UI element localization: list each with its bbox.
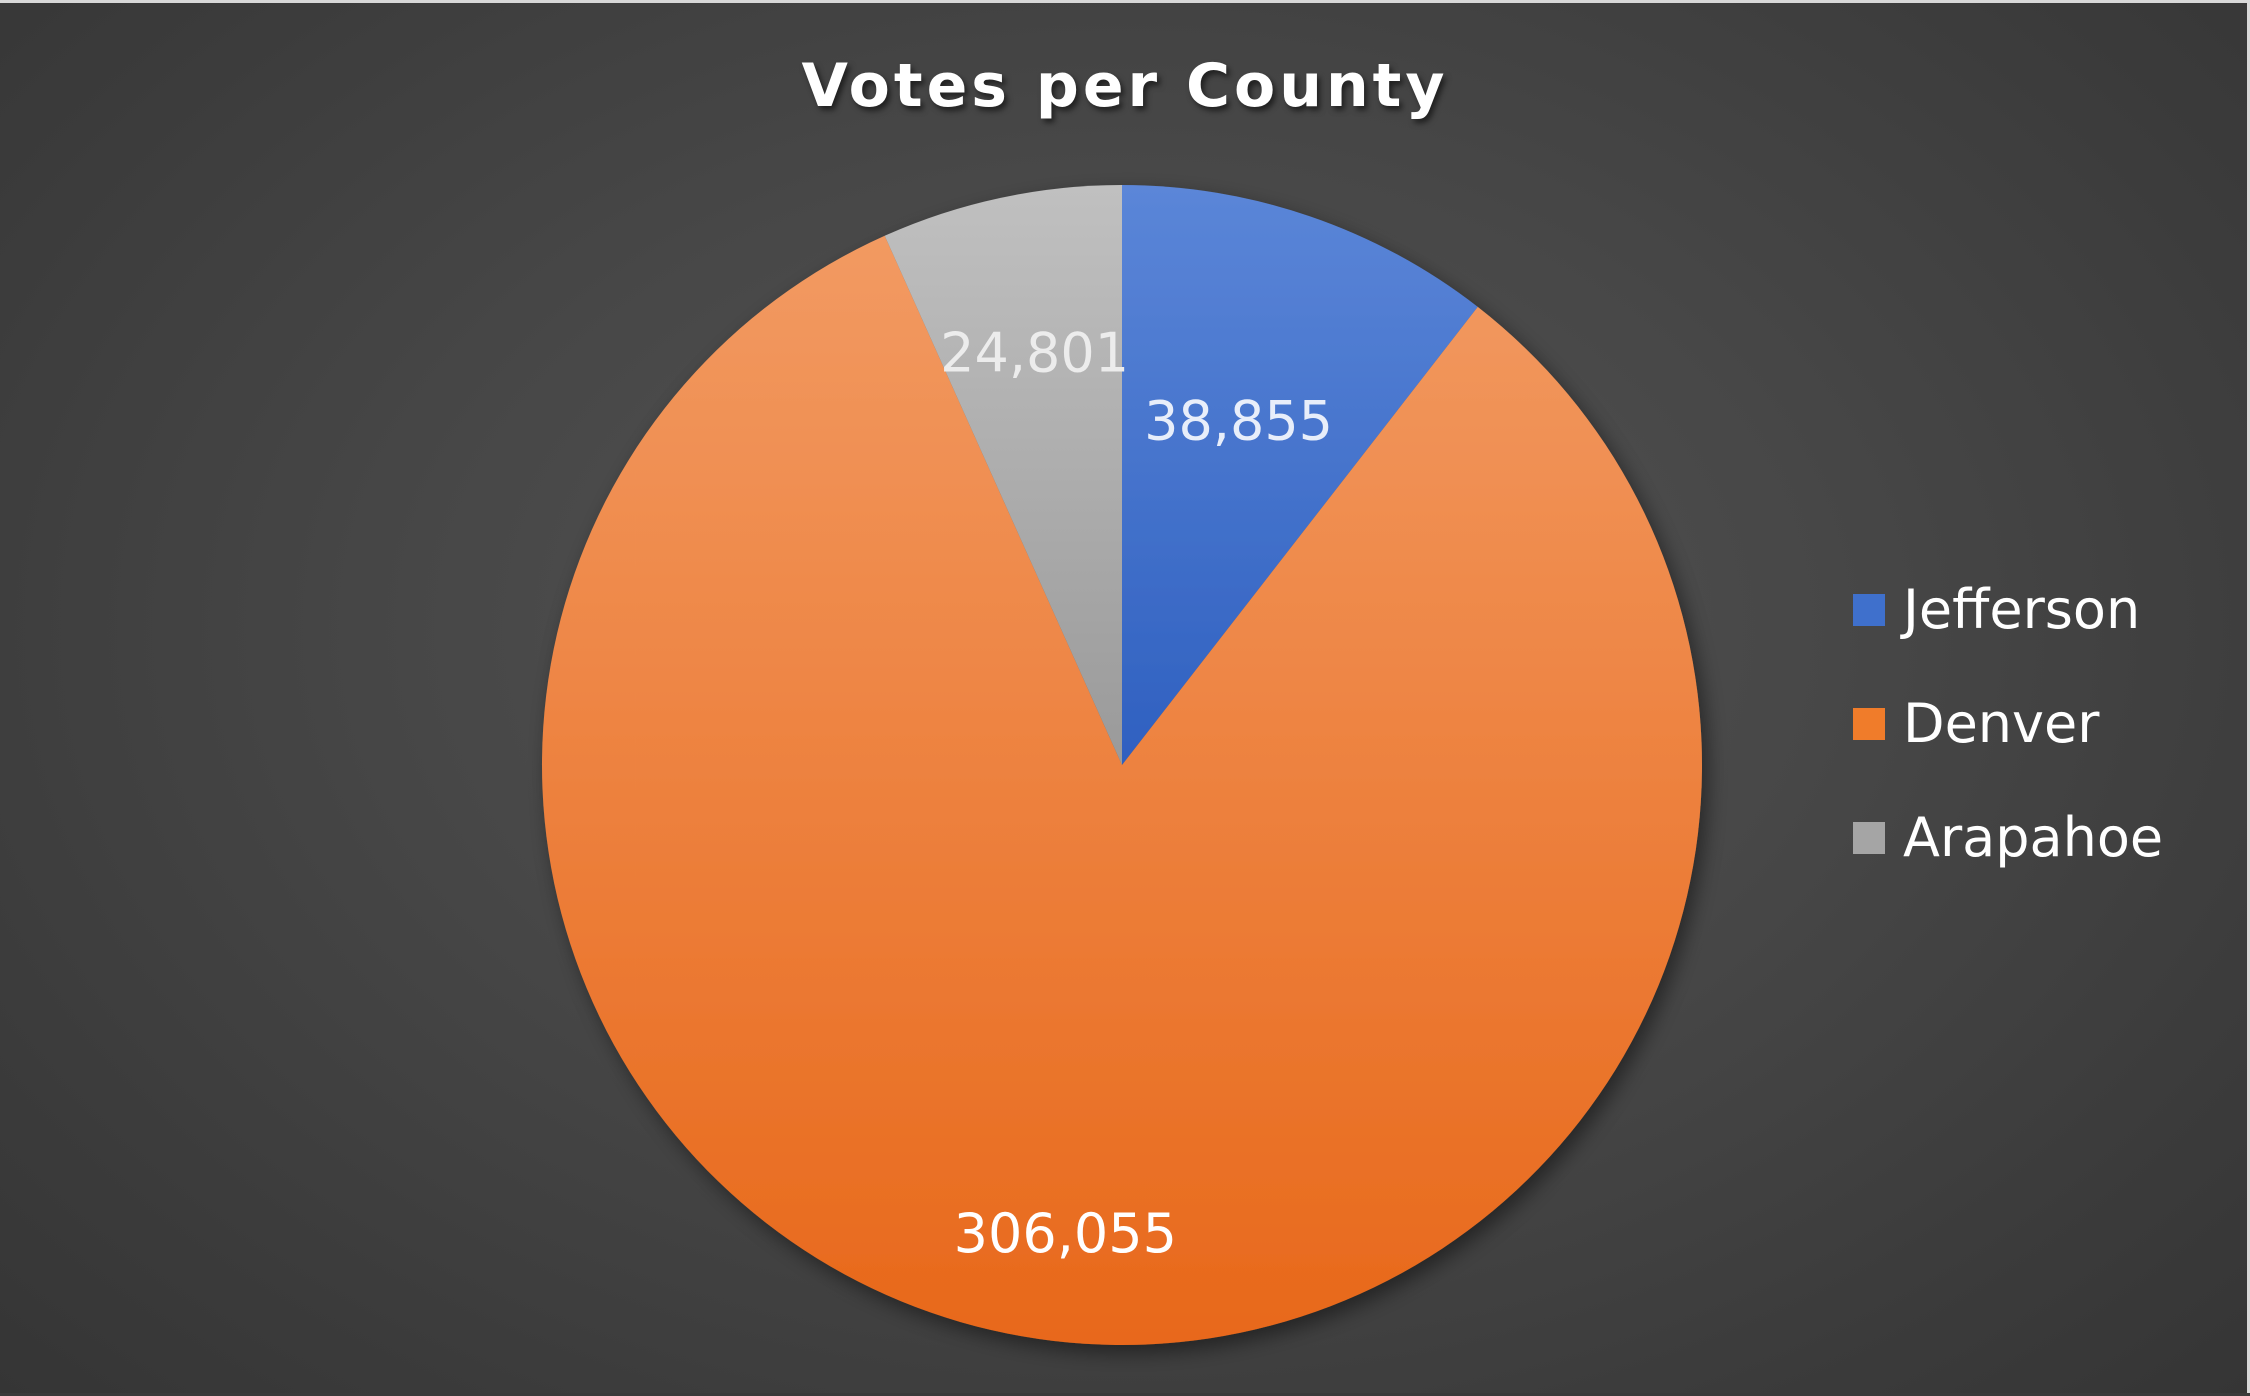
legend-label-arapahoe: Arapahoe: [1903, 806, 2164, 869]
legend-label-denver: Denver: [1903, 692, 2100, 755]
pie-slices: [542, 185, 1703, 1346]
pie-chart: 38,855 306,055 24,801: [542, 185, 1703, 1346]
pie-slice-arapahoe: [884, 185, 1122, 765]
pie-slice-jefferson: [1122, 185, 1478, 765]
legend-label-jefferson: Jefferson: [1903, 578, 2141, 641]
legend-item-denver: Denver: [1853, 653, 2163, 795]
legend: Jefferson Denver Arapahoe: [1853, 539, 2163, 909]
legend-swatch-jefferson: [1853, 594, 1885, 626]
data-label-arapahoe: 24,801: [940, 321, 1129, 384]
pie-slice-denver: [542, 235, 1703, 1346]
chart-title: Votes per County: [801, 51, 1449, 121]
legend-swatch-arapahoe: [1853, 822, 1885, 854]
legend-swatch-denver: [1853, 708, 1885, 740]
data-label-denver: 306,055: [954, 1202, 1177, 1265]
legend-item-arapahoe: Arapahoe: [1853, 767, 2163, 909]
data-label-jefferson: 38,855: [1144, 389, 1333, 452]
pie-data-labels: 38,855 306,055 24,801: [940, 321, 1333, 1265]
legend-item-jefferson: Jefferson: [1853, 539, 2163, 681]
